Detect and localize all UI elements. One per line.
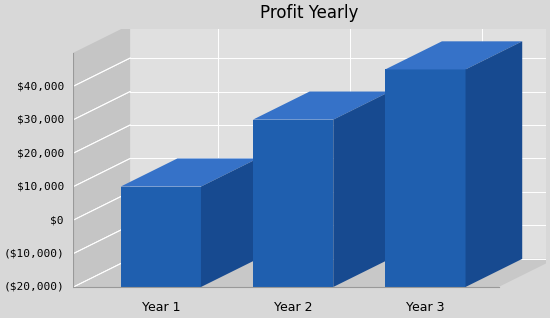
Polygon shape: [130, 24, 550, 259]
Text: ($10,000): ($10,000): [3, 249, 64, 259]
Polygon shape: [253, 120, 333, 287]
Title: Profit Yearly: Profit Yearly: [261, 4, 359, 22]
Text: $30,000: $30,000: [16, 115, 64, 125]
Polygon shape: [120, 187, 201, 287]
Text: ($20,000): ($20,000): [3, 282, 64, 292]
Polygon shape: [74, 259, 550, 287]
Polygon shape: [465, 41, 522, 287]
Polygon shape: [253, 92, 390, 120]
Text: $0: $0: [51, 215, 64, 225]
Text: Year 2: Year 2: [274, 301, 312, 314]
Polygon shape: [333, 92, 390, 287]
Polygon shape: [201, 158, 257, 287]
Polygon shape: [385, 41, 522, 69]
Text: $40,000: $40,000: [16, 81, 64, 91]
Text: Year 1: Year 1: [141, 301, 180, 314]
Text: $20,000: $20,000: [16, 148, 64, 158]
Polygon shape: [120, 158, 257, 187]
Polygon shape: [74, 24, 130, 287]
Polygon shape: [385, 69, 465, 287]
Text: Year 3: Year 3: [406, 301, 444, 314]
Text: $10,000: $10,000: [16, 182, 64, 191]
